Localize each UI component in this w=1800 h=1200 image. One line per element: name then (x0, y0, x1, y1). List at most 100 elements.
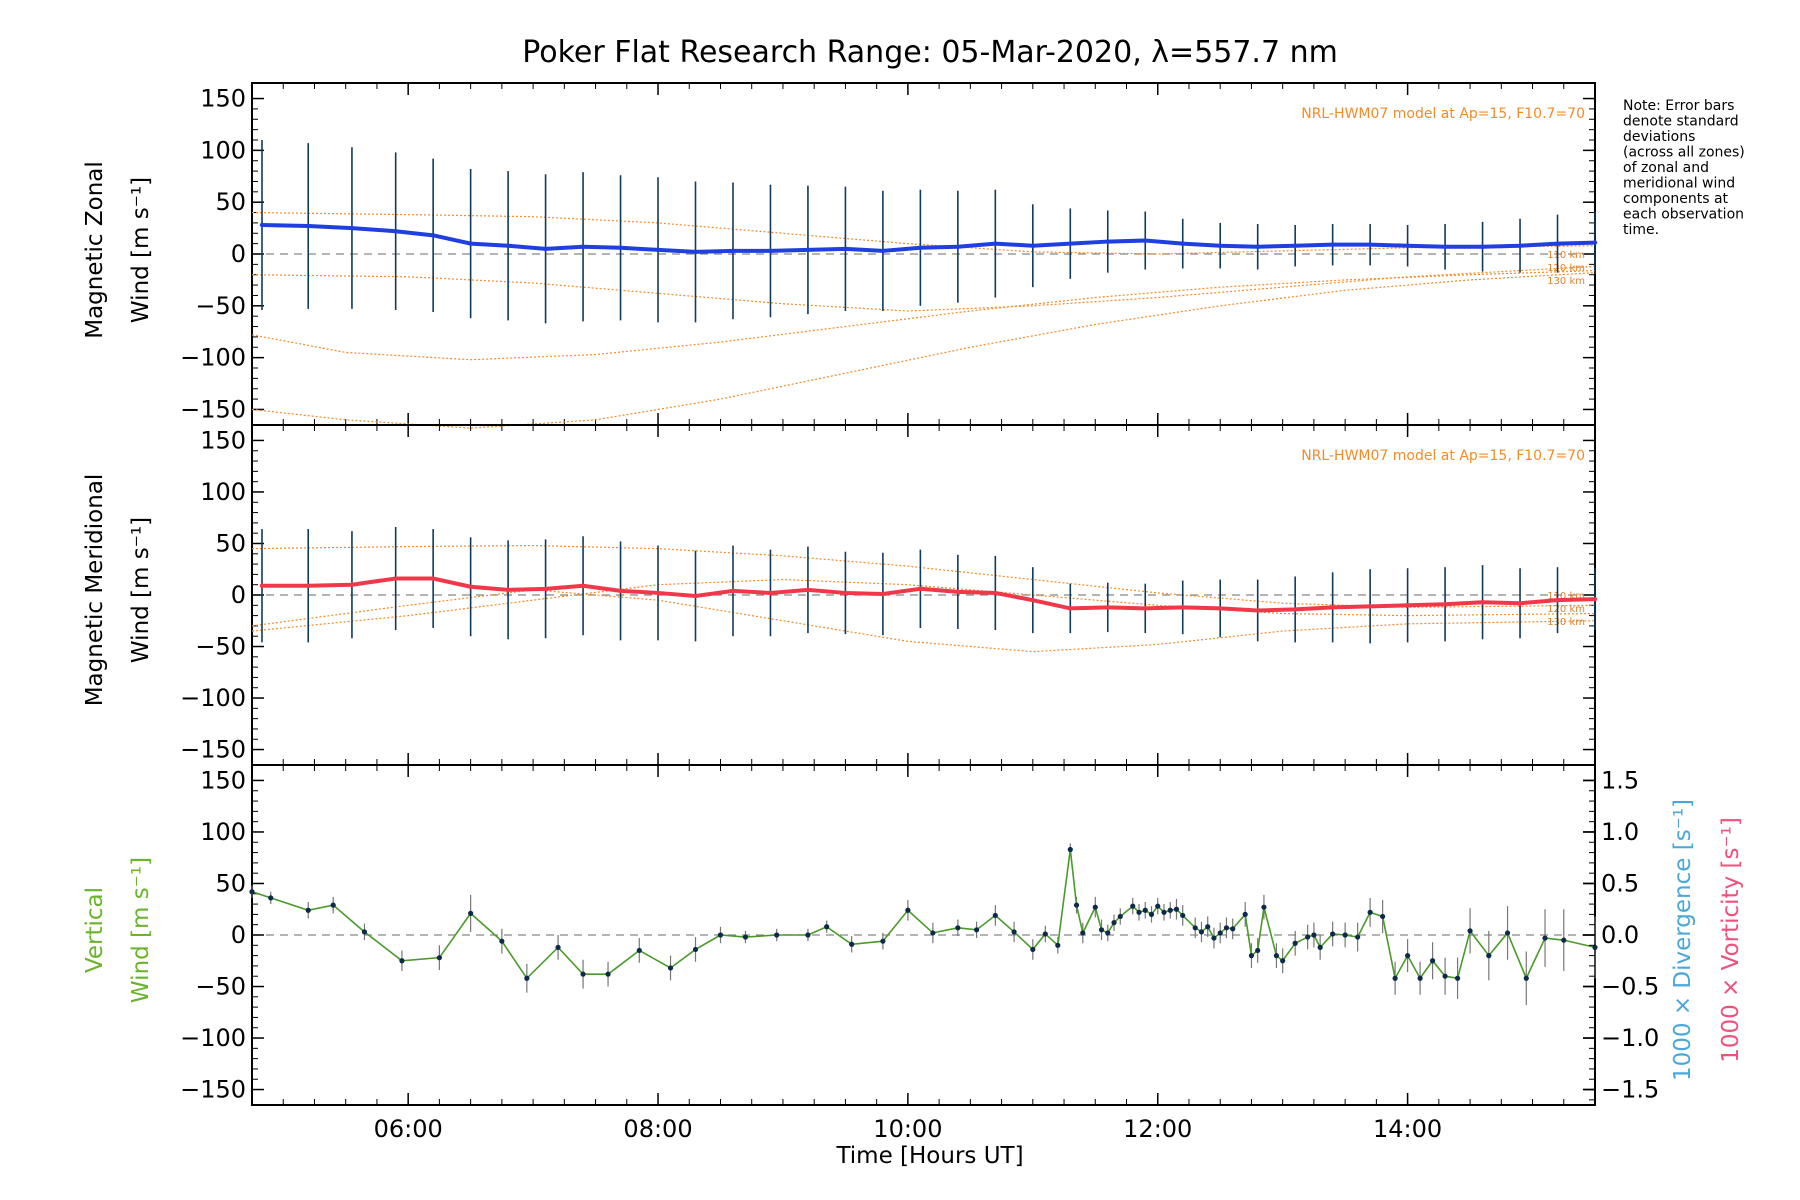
divergence-ylabel-text: 1000 × Divergence (1670, 850, 1696, 1081)
vertical-data-point (774, 932, 780, 938)
y2-tick-label: −1.0 (1601, 1024, 1659, 1052)
zonal-ytick-label: 50 (215, 188, 246, 216)
meridional-data-point (468, 584, 473, 589)
meridional-ytick-label: −150 (180, 736, 246, 764)
meridional-series-line (261, 576, 1596, 613)
zonal-data-point (693, 249, 698, 255)
vertical-data-point (1142, 907, 1148, 913)
zonal-data-point (993, 241, 998, 246)
vorticity-ylabel-text: 1000 × Vorticity (1718, 869, 1744, 1063)
vertical-data-point (1148, 911, 1155, 917)
x-tick-label: 14:00 (1373, 1115, 1442, 1143)
note-line: deviations (1623, 129, 1695, 145)
vertical-data-point (1273, 953, 1280, 959)
vertical-data-point (1442, 973, 1448, 979)
zonal-data-point (1180, 241, 1185, 246)
zonal-ylabel: Magnetic Zonal Wind [m s⁻¹] (82, 161, 154, 339)
meridional-data-point (768, 590, 773, 596)
vertical-data-point (1454, 975, 1461, 981)
x-tick-label: 06:00 (374, 1115, 443, 1143)
vertical-data-point (1042, 931, 1048, 937)
vertical-data-point (1067, 846, 1073, 853)
meridional-data-point (655, 590, 661, 596)
zonal-data-point (1592, 240, 1598, 245)
vertical-data-point (1117, 913, 1123, 920)
vertical-data-point (1161, 909, 1167, 915)
vertical-data-point (992, 912, 998, 919)
meridional-data-point (1367, 604, 1373, 609)
x-tick-label: 12:00 (1123, 1115, 1192, 1143)
vertical-data-point (880, 938, 886, 944)
x-tick-label: 10:00 (873, 1115, 942, 1143)
zonal-panel: 150 100 50 0 −50 −100 −150 NRL-HWM07 model at A… (180, 82, 1598, 429)
vorticity-ylabel-unit: [s⁻¹] (1718, 817, 1744, 868)
vertical-data-point (1317, 944, 1323, 950)
vertical-data-point (1192, 925, 1198, 931)
vertical-data-point (1105, 930, 1111, 936)
meridional-data-point (618, 588, 623, 594)
zonal-data-point (1405, 243, 1410, 248)
vertical-data-point (580, 971, 586, 977)
vertical-data-point (1486, 953, 1492, 959)
meridional-data-point (349, 582, 355, 587)
x-axis-label: Time [Hours UT] (835, 1143, 1023, 1169)
vertical-data-point (1504, 930, 1511, 936)
zonal-ytick-label: −100 (180, 344, 246, 372)
meridional-data-point (1218, 606, 1223, 611)
meridional-data-point (1143, 606, 1148, 611)
vertical-data-point (955, 925, 961, 931)
vertical-data-point (1242, 911, 1248, 917)
y2-tick-label: 0.0 (1601, 921, 1639, 949)
zonal-data-point (306, 223, 311, 229)
meridional-data-point (1180, 605, 1185, 610)
vertical-data-point (605, 971, 611, 977)
zonal-model-curve (251, 272, 1596, 429)
vertical-data-point (468, 910, 474, 916)
y2-tick-label: −1.5 (1601, 1076, 1659, 1104)
vertical-data-point (1311, 932, 1317, 938)
vertical-data-point (1130, 903, 1136, 909)
meridional-ytick-label: −50 (195, 633, 246, 661)
zonal-data-point (805, 247, 811, 253)
meridional-data-point (505, 587, 511, 593)
vertical-data-point (636, 947, 642, 954)
vertical-data-point (499, 938, 505, 944)
meridional-data-point (1292, 607, 1298, 612)
vertical-data-point (1098, 927, 1105, 933)
vertical-data-point (1392, 975, 1398, 981)
zonal-data-point (1330, 242, 1335, 247)
zonal-series-line (261, 222, 1596, 254)
zonal-data-point (1105, 239, 1110, 244)
meridional-data-point (1555, 597, 1560, 603)
zonal-data-point (1255, 244, 1260, 249)
y2-tick-label: 1.5 (1601, 766, 1639, 794)
zonal-ytick-label: 150 (200, 85, 246, 113)
note-line: of zonal and (1623, 160, 1709, 176)
vertical-data-point (1055, 942, 1061, 948)
meridional-data-point (306, 583, 311, 588)
zonal-ylabel-line1: Magnetic Zonal (82, 161, 108, 339)
vertical-data-point (1429, 958, 1436, 964)
vertical-ylabel: Vertical Wind [m s⁻¹] (82, 857, 154, 1003)
zonal-data-point (1555, 241, 1560, 246)
vertical-data-point (824, 924, 830, 930)
meridional-data-point (393, 576, 398, 581)
meridional-data-point (955, 589, 961, 595)
meridional-data-point (543, 586, 548, 592)
zonal-data-point (1218, 243, 1223, 248)
vertical-data-point (1330, 931, 1336, 937)
vertical-data-point (717, 932, 724, 938)
vertical-data-point (1223, 925, 1230, 931)
zonal-data-point (730, 248, 736, 254)
zonal-altitude-label: 130 km (1547, 276, 1585, 287)
vertical-data-point (1417, 975, 1423, 981)
zonal-data-point (768, 248, 773, 254)
vertical-ytick-label: 100 (200, 818, 246, 846)
meridional-model-curve (251, 589, 1596, 653)
meridional-model-curve (251, 544, 1596, 608)
zonal-model-curve (251, 265, 1596, 312)
vertical-data-point (973, 927, 980, 933)
vertical-data-point (1217, 930, 1223, 936)
